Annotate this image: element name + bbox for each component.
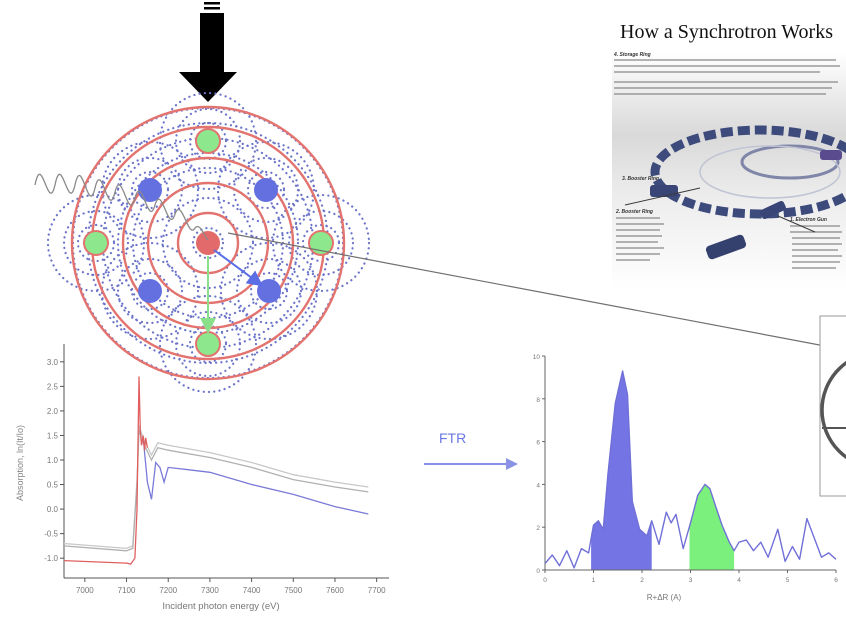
wave-ring — [100, 241, 200, 341]
blue-atom — [138, 178, 162, 202]
y-tick-label: 0 — [536, 568, 540, 575]
shell-fill-area — [689, 484, 735, 570]
x-tick-label: 7500 — [284, 586, 302, 595]
wave-ring — [158, 294, 258, 394]
y-tick-label: 0.0 — [47, 505, 59, 514]
x-tick-label: 4 — [737, 577, 741, 584]
x-tick-label: 7600 — [326, 586, 344, 595]
poster-title: How a Synchrotron Works — [620, 21, 833, 43]
y-tick-label: -0.5 — [44, 530, 58, 539]
neighbor-atoms — [83, 128, 334, 357]
y-tick-label: 4 — [536, 482, 540, 489]
x-tick-label: 3 — [689, 577, 693, 584]
wave-ring — [76, 223, 116, 263]
green-atom — [195, 128, 221, 154]
poster-text-lines — [614, 59, 842, 269]
wave-ring — [130, 170, 170, 210]
x-axis-label: Incident photon energy (eV) — [162, 601, 279, 612]
x-tick-label: 1 — [592, 577, 596, 584]
blue-atom — [138, 279, 162, 303]
synchrotron-poster: How a Synchrotron Works 4. Storage Ring … — [612, 21, 846, 290]
poster-section-label: 3. Booster Ring — [622, 176, 659, 182]
green-atom — [308, 230, 334, 256]
fourier-transform-chart: 0 2 4 6 8 10 0 1 2 3 4 5 6 R+ΔR (A) — [533, 354, 838, 602]
wave-ring — [301, 223, 341, 263]
x-tick-label: 7300 — [201, 586, 219, 595]
x-axis-label: R+ΔR (A) — [647, 593, 682, 602]
x-tick-label: 0 — [543, 577, 547, 584]
x-tick-label: 6 — [834, 577, 838, 584]
x-tick-label: 5 — [786, 577, 790, 584]
incident-beam-arrow — [179, 2, 237, 102]
wave-ring — [46, 193, 146, 293]
wave-ring — [174, 310, 242, 378]
x-tick-label: 7700 — [368, 586, 386, 595]
wave-ring — [287, 209, 355, 277]
wave-ring — [62, 209, 130, 277]
absorption-spectrum-chart: -1.0 -0.5 0.0 0.5 1.0 1.5 2.0 2.5 3.0 7000 7100 720… — [15, 344, 389, 612]
detector-panel — [819, 315, 846, 497]
y-axis-label: Absorption, ln(It/Io) — [15, 425, 25, 501]
y-tick-label: 2 — [536, 525, 540, 532]
wave-ring — [100, 140, 200, 240]
scatter-vector-blue — [213, 249, 264, 287]
spectrum-series-line — [142, 437, 369, 515]
shell-fill-area — [591, 371, 652, 570]
y-tick-label: 3.0 — [47, 358, 59, 367]
spectrum-series-line — [63, 425, 369, 550]
y-tick-label: 1.0 — [47, 456, 59, 465]
poster-section-label: 4. Storage Ring — [613, 52, 651, 58]
y-tick-label: 0.5 — [47, 481, 59, 490]
wave-ring — [249, 271, 289, 311]
wave-ring — [235, 257, 303, 325]
storage-ring-illustration — [624, 125, 846, 260]
ftr-label: FTR — [439, 430, 466, 446]
wave-ring — [130, 271, 170, 311]
wave-ring — [246, 170, 286, 210]
spectrum-series-line — [63, 430, 369, 552]
connector-line — [227, 232, 846, 351]
x-tick-label: 7400 — [243, 586, 261, 595]
x-tick-label: 7200 — [159, 586, 177, 595]
wave-ring — [116, 257, 184, 325]
x-tick-label: 7100 — [118, 586, 136, 595]
y-tick-label: 10 — [533, 354, 541, 361]
poster-section-label: 1. Electron Gun — [790, 217, 827, 223]
y-tick-label: 2.5 — [47, 382, 59, 391]
green-atom — [195, 331, 221, 357]
wave-ring — [188, 121, 228, 161]
wave-ring — [216, 140, 316, 240]
poster-section-label: 2. Booster Ring — [615, 209, 653, 215]
ft-magnitude-line — [544, 370, 837, 569]
blue-atom — [257, 279, 281, 303]
y-tick-label: 2.0 — [47, 407, 59, 416]
wave-ring — [161, 196, 255, 290]
absorber-atom — [196, 231, 220, 255]
y-tick-label: 6 — [536, 440, 540, 447]
wave-ring — [158, 91, 258, 191]
wave-ring — [174, 107, 242, 175]
y-tick-label: -1.0 — [44, 554, 58, 563]
scattering-diagram — [34, 91, 371, 394]
x-tick-label: 7000 — [76, 586, 94, 595]
x-tick-label: 2 — [640, 577, 644, 584]
xray-photon-wave — [34, 173, 209, 241]
ftr-transform-arrow: FTR — [424, 430, 518, 470]
y-tick-label: 1.5 — [47, 431, 59, 440]
wave-ring — [271, 193, 371, 293]
y-tick-label: 8 — [536, 397, 540, 404]
spectrum-series-line — [63, 376, 149, 565]
blue-atom — [254, 178, 278, 202]
wave-ring — [191, 226, 225, 260]
green-atom — [83, 230, 109, 256]
